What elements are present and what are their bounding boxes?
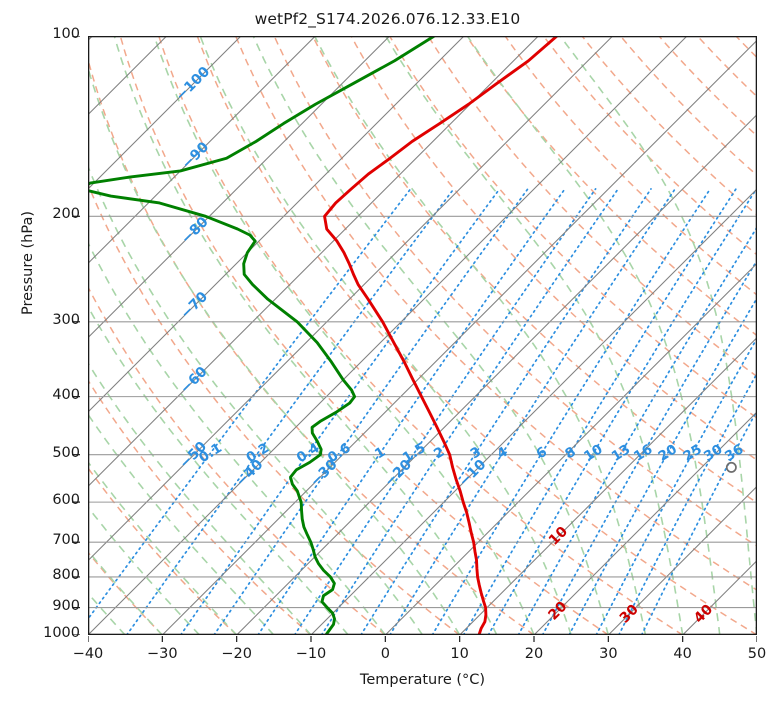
dry-adiabat-line [119,36,609,635]
dry-adiabat-line [158,36,684,635]
x-tick-label: −40 [72,646,104,662]
y-tick-label: 800 [52,566,80,583]
mixing-ratio-line [462,188,737,635]
isotherm-line [88,36,539,488]
dry-adiabat-line [88,285,386,635]
isotherm-line [88,36,242,190]
dry-adiabat-line [427,36,757,378]
x-tick-label: 50 [747,646,767,662]
x-tick-label: −20 [221,646,252,662]
isotherm-line [533,411,757,635]
mixing-ratio-line [595,336,757,635]
dry-adiabat-line [581,36,757,216]
dewpoint-profile [88,36,436,635]
y-tick-label: 500 [52,444,80,461]
moist-adiabat-line [252,36,610,635]
mixing-ratio-line [179,188,501,635]
moist-adiabat-line [88,505,201,635]
y-tick-label: 100 [52,26,80,42]
parcel-marker [725,461,737,473]
mixing-ratio-line [125,188,455,635]
moist-adiabat-line [153,36,535,635]
x-tick-label: −30 [147,646,178,662]
mixing-ratio-line [541,258,757,635]
y-tick-label: 600 [52,492,80,509]
isotherm-line [88,36,391,339]
y-tick-label: 200 [52,206,80,223]
isotherm-line [384,262,757,635]
dry-adiabat-line [88,466,238,635]
moist-adiabat-line [88,240,386,635]
y-tick-label: 400 [52,386,80,403]
isotherm-line [310,188,757,635]
isotherm-line [459,336,757,635]
x-tick-label: 0 [380,646,390,662]
y-axis-ticks: 100 200 300 400 500 600 700 800 900 1000 [0,26,80,641]
moist-adiabat-line [466,36,721,635]
moist-adiabat-line [559,36,757,635]
mixing-ratio-line [487,188,757,635]
dry-adiabat-line [619,36,757,177]
mixing-ratio-line [360,188,652,635]
x-tick-label: 10 [450,646,469,662]
chart-title: wetPf2_S174.2026.076.12.33.E10 [254,10,521,28]
x-axis-label: Temperature (°C) [359,672,486,688]
mixing-ratio-line [389,188,676,635]
mixing-ratio-line [617,371,757,635]
x-tick-label: 30 [599,646,618,662]
isotherm-line [607,485,757,635]
isotherm-line [88,36,688,635]
isotherm-line [88,36,614,562]
isotherm-lines [88,36,757,635]
dry-adiabat-line [235,36,757,592]
x-tick-label: −10 [295,646,327,662]
mixing-ratio-line [213,188,529,635]
isotherm-line [161,39,757,635]
plot-area: −100 −90 −80 −70 −60 −50 −40 −30 −20 −10 10 20 30 40 0… [88,36,757,635]
isotherm-line [88,36,465,413]
y-tick-label: 1000 [43,625,80,641]
y-tick-label: 900 [52,597,80,614]
y-tick-label: 300 [52,311,80,328]
temperature-profile [323,36,559,635]
moist-adiabat-line [384,36,684,635]
dry-adiabat-line [312,36,757,504]
moist-adiabat-line [88,305,349,635]
x-tick-label: 40 [673,646,692,662]
mixing-ratio-line [293,188,597,635]
dry-adiabat-line [388,36,757,419]
plot-frame [88,36,757,635]
isotherm-line [88,36,316,265]
moist-adiabat-line [88,164,424,635]
dry-adiabat-line [350,36,757,461]
sounding-curves [88,36,559,635]
lcl-marker [725,461,737,473]
mixing-ratio-line [257,188,566,635]
mixing-ratio-line [517,225,757,635]
isotherm-line [236,113,757,635]
y-tick-label: 700 [52,532,80,549]
moist-adiabat-line [88,65,461,635]
moist-adiabat-line [113,36,498,635]
dry-adiabat-line [196,36,757,635]
dry-adiabat-line [273,36,757,547]
x-tick-label: 20 [524,646,544,662]
x-axis-ticks: −40 −30 −20 −10 0 10 20 30 40 50 [73,636,766,670]
